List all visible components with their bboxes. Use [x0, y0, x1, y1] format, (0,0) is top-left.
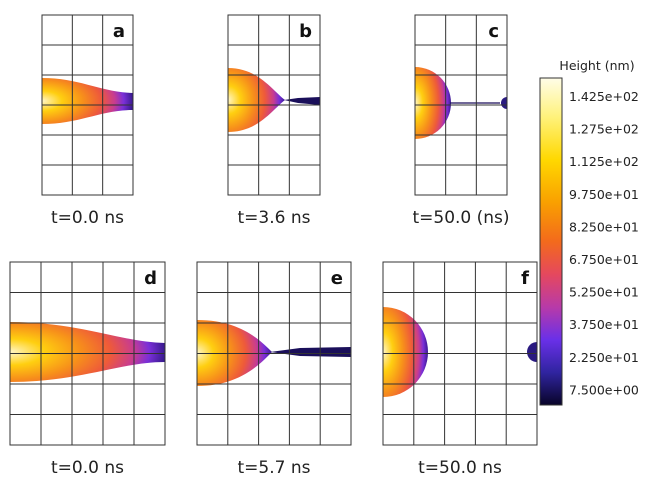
- drops: [10, 67, 537, 397]
- panel-label: a: [113, 21, 125, 42]
- panel-label: b: [299, 21, 312, 42]
- panel-label: c: [488, 21, 499, 42]
- panel-caption: t=50.0 (ns): [412, 208, 509, 228]
- colorbar-label: 5.250e+01: [569, 285, 639, 300]
- colorbar-label: 1.275e+02: [569, 122, 639, 137]
- colorbar-label: 1.125e+02: [569, 154, 639, 169]
- colorbar-label: 1.425e+02: [569, 89, 639, 104]
- colorbar-label: 2.250e+01: [569, 350, 639, 365]
- panel-label: e: [331, 268, 343, 289]
- panel-label: d: [144, 268, 157, 289]
- colorbar-label: 8.250e+01: [569, 219, 639, 234]
- panel-caption: t=3.6 ns: [238, 208, 311, 228]
- colorbar-label: 9.750e+01: [569, 187, 639, 202]
- panel-caption: t=50.0 ns: [418, 458, 502, 477]
- colorbar-label: 3.750e+01: [569, 317, 639, 332]
- panel-label: f: [521, 268, 529, 289]
- colorbar: [540, 78, 562, 405]
- colorbar-label: 6.750e+01: [569, 252, 639, 267]
- panel-caption: t=5.7 ns: [238, 458, 311, 477]
- grids: [10, 15, 537, 445]
- panel-caption: t=0.0 ns: [51, 208, 124, 228]
- figure: a t=0.0 ns b t=3.6 ns c t=50.0 (ns) d t=0.0 ns e…: [0, 0, 654, 477]
- colorbar-title: Height (nm): [559, 58, 634, 73]
- colorbar-label: 7.500e+00: [569, 382, 639, 397]
- panel-caption: t=0.0 ns: [51, 458, 124, 477]
